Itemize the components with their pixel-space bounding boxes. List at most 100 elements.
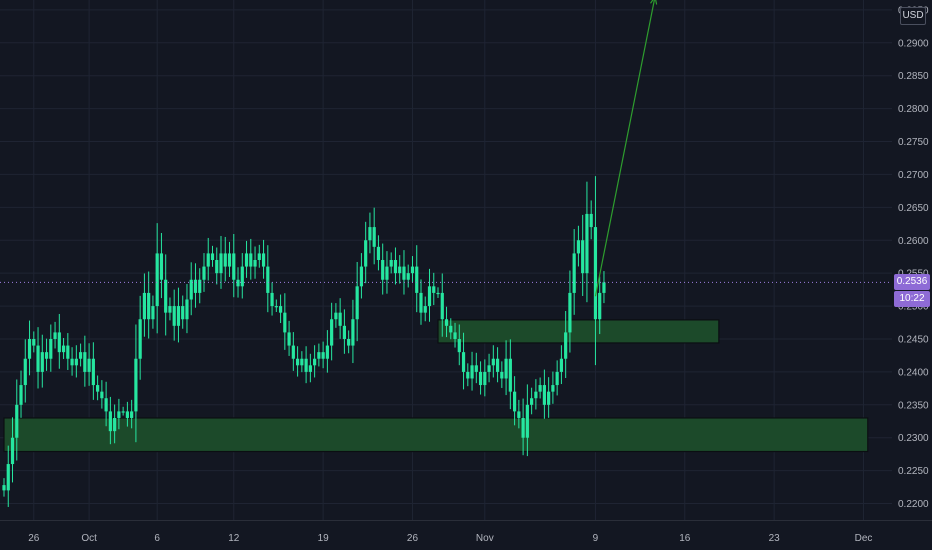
y-tick-label: 0.2900: [898, 38, 929, 49]
candle-body: [83, 352, 87, 372]
candle-body: [491, 358, 495, 366]
candle-body: [181, 306, 185, 320]
y-tick-label: 0.2700: [898, 170, 929, 181]
candle-body: [44, 352, 49, 359]
candle-body: [232, 253, 236, 280]
candle-body: [274, 306, 278, 308]
x-tick-label: 6: [154, 533, 160, 544]
candle-body: [530, 398, 534, 405]
candle-body: [304, 358, 308, 372]
candle-body: [19, 385, 23, 405]
candle-body: [168, 306, 172, 313]
x-tick-label: Nov: [476, 533, 494, 544]
candle-body: [32, 338, 36, 346]
candle-body: [49, 338, 53, 359]
candle-body: [172, 306, 176, 326]
candle-body: [406, 273, 410, 280]
candle-body: [449, 325, 453, 333]
candle-body: [257, 253, 261, 260]
candle-body: [334, 312, 338, 320]
candle-countdown-badge: 10:22: [894, 291, 930, 308]
candle-body: [91, 358, 95, 386]
candle-body: [130, 411, 134, 418]
candle-body: [466, 371, 470, 379]
arrow-shaft[interactable]: [594, 0, 655, 297]
candle-body: [461, 352, 466, 372]
candle-body: [53, 332, 57, 339]
candle-body: [100, 391, 104, 399]
candle-body: [198, 279, 202, 293]
y-tick-label: 0.2800: [898, 104, 929, 115]
candle-body: [261, 253, 266, 267]
candle-body: [576, 240, 581, 254]
projection-arrow: [594, 0, 658, 297]
candle-body: [10, 437, 15, 465]
candle-body: [138, 319, 142, 359]
candle-body: [253, 260, 257, 267]
candle-body: [547, 391, 551, 405]
candle-body: [66, 345, 70, 359]
candle-body: [155, 253, 159, 307]
candle-body: [142, 292, 147, 320]
candle-body: [295, 358, 300, 366]
candle-body: [270, 292, 274, 307]
candle-body: [555, 371, 559, 386]
candle-body: [427, 286, 432, 307]
candle-body: [23, 358, 27, 386]
candle-body: [402, 266, 406, 280]
candle-body: [415, 266, 419, 293]
x-tick-label: 23: [769, 533, 781, 544]
candle-body: [113, 417, 117, 432]
candle-body: [398, 266, 402, 274]
candlestick-series: [2, 176, 606, 507]
candle-body: [440, 292, 444, 320]
candle-body: [147, 292, 151, 320]
x-axis[interactable]: 26 Oct 6 12 19 26 Nov 9 16 23 Dec: [28, 533, 872, 544]
x-tick-label: 16: [679, 533, 691, 544]
candle-body: [74, 358, 78, 366]
candle-body: [185, 299, 189, 320]
zone-rectangle[interactable]: [437, 319, 720, 344]
x-tick-label: 26: [407, 533, 419, 544]
x-tick-label: 26: [28, 533, 40, 544]
y-tick-label: 0.2650: [898, 203, 929, 214]
candle-body: [164, 279, 168, 313]
candle-body: [410, 266, 415, 274]
candle-body: [504, 358, 508, 379]
candle-body: [321, 352, 325, 359]
candle-body: [581, 240, 585, 274]
candle-body: [453, 332, 457, 339]
candle-body: [572, 253, 576, 293]
candle-body: [236, 279, 240, 287]
candle-body: [500, 371, 504, 379]
zone-rectangle[interactable]: [3, 417, 869, 453]
candle-body: [125, 411, 129, 418]
candle-body: [372, 227, 376, 247]
candle-body: [15, 404, 19, 438]
x-tick-label: 12: [228, 533, 240, 544]
candle-body: [538, 385, 542, 392]
x-tick-label: Oct: [81, 533, 97, 544]
candle-body: [202, 266, 206, 280]
y-tick-label: 0.2300: [898, 433, 929, 444]
candle-body: [283, 312, 287, 333]
candle-body: [36, 345, 40, 372]
candle-body: [355, 286, 359, 320]
candle-body: [210, 253, 215, 260]
candle-body: [338, 312, 342, 326]
y-axis[interactable]: 0.2200 0.2250 0.2300 0.2350 0.2400 0.2450 0.25…: [898, 5, 929, 510]
candle-body: [342, 325, 346, 339]
currency-label[interactable]: USD: [900, 7, 926, 25]
y-tick-label: 0.2550: [898, 269, 929, 280]
candle-body: [551, 385, 555, 392]
candle-body: [176, 306, 181, 326]
candle-body: [219, 253, 223, 274]
candle-body: [359, 266, 364, 287]
candle-body: [602, 282, 606, 293]
candle-body: [368, 227, 372, 241]
candle-body: [589, 213, 593, 228]
y-tick-label: 0.2400: [898, 367, 929, 378]
candle-body: [525, 404, 529, 438]
candle-body: [478, 371, 483, 386]
